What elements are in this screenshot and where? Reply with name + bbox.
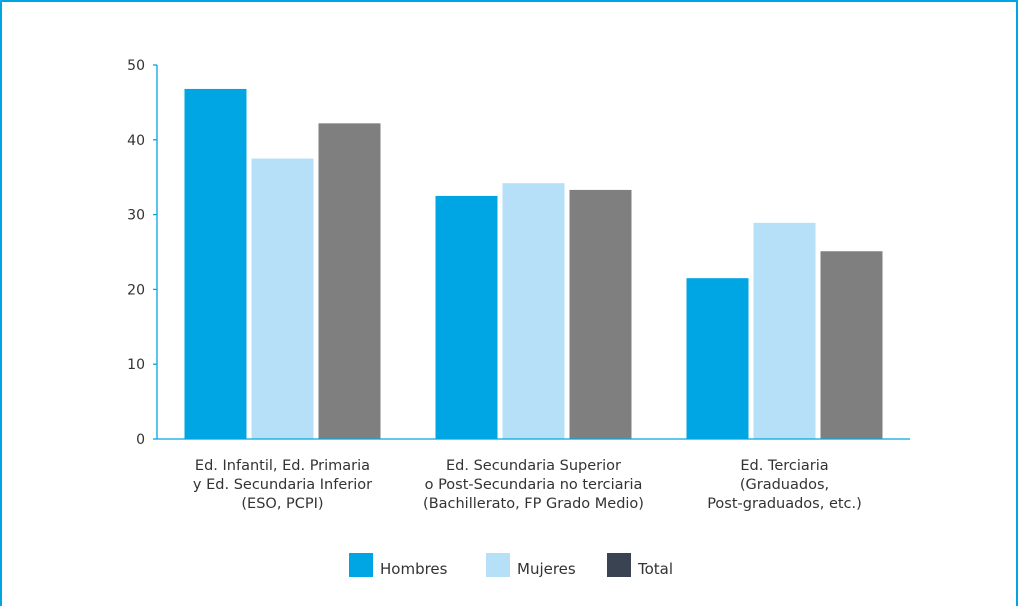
- x-category-label: Ed. Secundaria Superior o Post-Secundaria…: [423, 458, 644, 512]
- x-category-label-line: Ed. Terciaria: [740, 458, 828, 474]
- x-category-label-line: (Bachillerato, FP Grado Medio): [423, 496, 644, 512]
- bar-mujeres-2: [502, 183, 565, 439]
- x-category-label-line: y Ed. Secundaria Inferior: [193, 477, 372, 493]
- legend-swatch-mujeres: [486, 553, 510, 577]
- y-tick-label: 50: [127, 58, 145, 74]
- x-axis: Ed. Infantil, Ed. Primaria y Ed. Secundar…: [157, 438, 910, 512]
- x-category-label: Ed. Infantil, Ed. Primaria y Ed. Secundar…: [193, 458, 372, 512]
- legend-swatch-hombres: [349, 553, 373, 577]
- y-tick-label: 10: [127, 357, 145, 373]
- bar-total-1: [318, 123, 381, 440]
- legend-label-mujeres: Mujeres: [517, 560, 576, 578]
- bar-hombres-3: [686, 278, 749, 439]
- legend-label-hombres: Hombres: [380, 560, 448, 578]
- bar-hombres-1: [184, 88, 247, 439]
- y-tick-label: 20: [127, 282, 145, 298]
- x-category-label-line: o Post-Secundaria no terciaria: [425, 477, 643, 493]
- x-category-label-line: (Graduados,: [740, 477, 829, 493]
- bar-mujeres-3: [753, 222, 816, 439]
- y-tick-label: 0: [136, 432, 145, 448]
- x-category-label-line: Ed. Secundaria Superior: [446, 458, 621, 474]
- legend-swatch-total: [607, 553, 631, 577]
- x-category-label-line: Post-graduados, etc.): [707, 496, 862, 512]
- bars: [184, 88, 883, 440]
- bar-hombres-2: [435, 195, 498, 439]
- legend-label-total: Total: [637, 560, 673, 578]
- y-tick-label: 40: [127, 133, 145, 149]
- y-tick-label: 30: [127, 208, 145, 224]
- bar-total-3: [820, 251, 883, 439]
- x-category-label-line: (ESO, PCPI): [241, 496, 323, 512]
- y-axis: 0 10 20 30 40 50: [127, 58, 158, 448]
- bar-total-2: [569, 189, 632, 439]
- x-category-label-line: Ed. Infantil, Ed. Primaria: [195, 458, 370, 474]
- legend: Hombres Mujeres Total: [349, 553, 673, 578]
- x-category-label: Ed. Terciaria (Graduados, Post-graduados, …: [707, 458, 862, 512]
- bar-mujeres-1: [251, 158, 314, 439]
